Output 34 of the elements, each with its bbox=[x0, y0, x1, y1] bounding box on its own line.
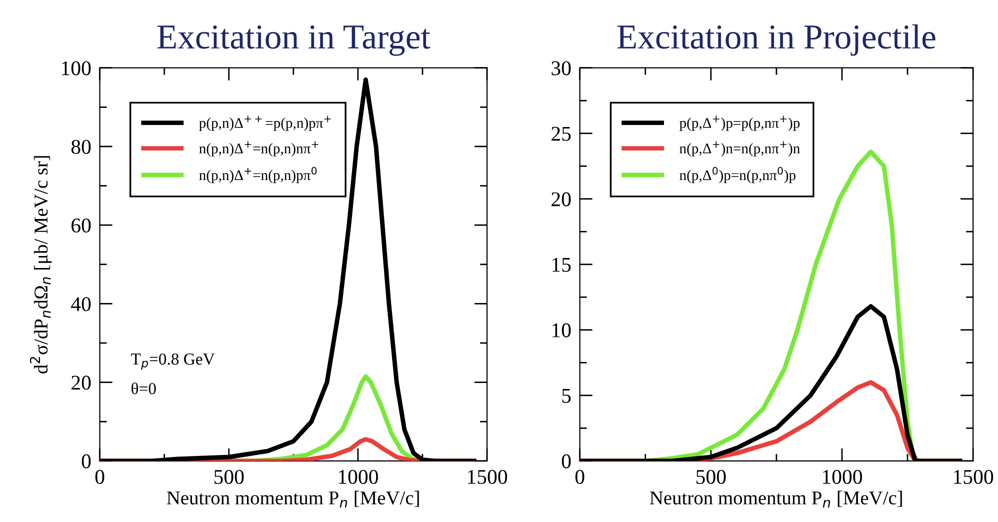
y-tick-label: 10 bbox=[552, 323, 571, 338]
x-tick-label: 1500 bbox=[954, 470, 994, 484]
x-tick-label: 0 bbox=[575, 470, 584, 484]
x-tick-label: 0 bbox=[95, 470, 104, 484]
chart-title: Excitation in Target bbox=[157, 25, 430, 56]
y-tick-label: 0 bbox=[82, 454, 91, 468]
y-tick-label: 80 bbox=[71, 140, 91, 154]
y-tick-label: 5 bbox=[562, 389, 571, 403]
legend-label: p(p,n)Δ$^{++}$=p(p,n)pπ$^{+}$ bbox=[199, 116, 331, 131]
x-tick-label: 1500 bbox=[468, 470, 508, 484]
chart-title: Excitation in Projectile bbox=[617, 24, 936, 56]
y-tick-label: 15 bbox=[552, 258, 571, 272]
y-tick-label: 30 bbox=[552, 61, 571, 76]
annotation: θ=0 bbox=[132, 382, 156, 394]
legend-label: n(p,n)Δ$^{+}$=n(p,n)nπ$^{+}$ bbox=[199, 141, 318, 156]
y-tick-label: 25 bbox=[552, 126, 571, 141]
x-tick-label: 1000 bbox=[822, 470, 862, 484]
y-tick-label: 20 bbox=[72, 376, 91, 390]
y-tick-label: 0 bbox=[562, 454, 571, 468]
x-tick-label: 1000 bbox=[338, 470, 378, 484]
legend-label: n(p,n)Δ$^{+}$=n(p,n)pπ$^{0}$ bbox=[199, 166, 317, 184]
x-tick-label: 500 bbox=[214, 470, 244, 484]
x-tick-label: 500 bbox=[696, 470, 726, 484]
y-tick-label: 100 bbox=[62, 61, 91, 76]
x-axis-title: Neutron momentum P$_{n}$ [MeV/c] bbox=[166, 490, 419, 508]
legend-label: n(p,Δ$^{+}$)n=n(p,nπ$^{+}$)n bbox=[680, 141, 800, 156]
y-tick-label: 60 bbox=[72, 218, 91, 233]
y-tick-label: 40 bbox=[71, 297, 91, 312]
y-axis-title: d$^{2}$σ/dP$_{n}$dΩ$_{n}$ [μb/ MeV/c sr] bbox=[30, 156, 52, 374]
annotation: T$_{p}$=0.8 GeV bbox=[131, 353, 215, 370]
legend-label: n(p,Δ$^{0}$)p=n(p,nπ$^{0}$)p bbox=[680, 166, 796, 184]
legend-label: p(p,Δ$^{+}$)p=p(p,nπ$^{+}$)p bbox=[680, 116, 800, 131]
y-tick-label: 20 bbox=[552, 192, 571, 206]
x-axis-title: Neutron momentum P$_{n}$ [MeV/c] bbox=[650, 490, 902, 508]
